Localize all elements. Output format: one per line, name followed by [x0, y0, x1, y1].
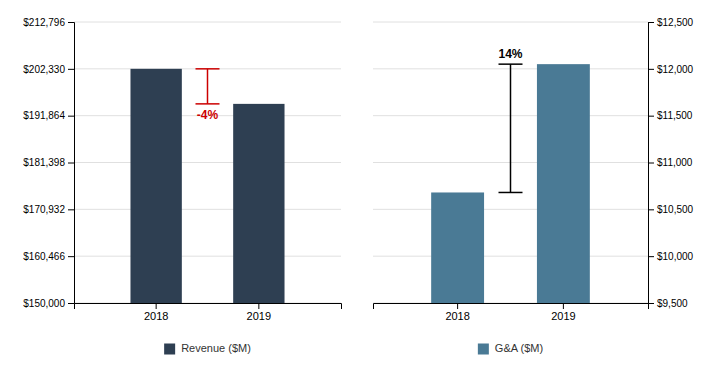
y-tick-label: $212,796: [23, 17, 65, 28]
tick-mark: [68, 303, 74, 304]
legend: Revenue ($M): [164, 342, 251, 355]
bar: [431, 192, 484, 303]
tick-mark: [68, 69, 74, 70]
bar: [130, 69, 181, 303]
tick-mark: [156, 303, 157, 309]
y-tick-label: $202,330: [23, 64, 65, 75]
y-tick-label: $150,000: [23, 298, 65, 309]
y-tick-label: $9,500: [657, 298, 688, 309]
y-tick-label: $10,000: [657, 251, 694, 262]
x-tick: 2019: [551, 303, 575, 322]
y-tick: $11,500: [648, 110, 693, 121]
y-tick: $202,330: [23, 64, 74, 75]
y-tick: $12,000: [648, 64, 694, 75]
y-tick: $170,932: [23, 204, 74, 215]
grid-line: [74, 68, 341, 69]
annotation-text: 14%: [498, 47, 522, 61]
bracket-serif: [499, 63, 523, 65]
grid-line: [74, 22, 341, 23]
x-tick: 2019: [247, 303, 271, 322]
y2-axis: $9,500 $10,000 $10,500 $11,000 $11,500 $12,00…: [648, 17, 694, 309]
tick-mark: [68, 22, 74, 23]
tick-mark: [648, 116, 654, 117]
legend-label: G&A ($M): [495, 342, 543, 354]
y-tick-label: $191,864: [23, 110, 65, 121]
panel: 2018 2019 $9,500 $10,000 $10,500 $11,000 $11,5…: [373, 17, 694, 375]
tick-mark: [68, 256, 74, 257]
tick-mark: [563, 303, 564, 309]
y-tick-label: $160,466: [23, 251, 65, 262]
annotation-text: -4%: [197, 108, 219, 122]
x-tick-label: 2019: [551, 310, 575, 322]
grid: [373, 22, 648, 303]
grid-line: [373, 256, 648, 257]
x-tick-label: 2019: [247, 310, 271, 322]
marks: [130, 69, 284, 303]
annotation: 14%: [498, 47, 522, 192]
y-tick-label: $181,398: [23, 157, 65, 168]
tick-mark: [258, 303, 259, 309]
grid-line: [74, 162, 341, 163]
y-tick: $150,000: [23, 298, 74, 309]
y-tick-label: $11,500: [657, 110, 693, 121]
x-tick-label: 2018: [144, 310, 168, 322]
panel: 2018 2019 $150,000 $160,466 $170,932 $181,398…: [23, 17, 341, 375]
y-tick: $181,398: [23, 157, 74, 168]
x-tick: 2018: [144, 303, 168, 322]
x-tick-label: 2018: [445, 310, 469, 322]
marks: [431, 64, 590, 303]
tick-mark: [648, 303, 654, 304]
legend-swatch: [478, 344, 489, 355]
legend: G&A ($M): [478, 342, 543, 355]
axis-line: [68, 23, 75, 304]
y-tick: $11,000: [648, 157, 693, 168]
y-axis: $150,000 $160,466 $170,932 $181,398 $191,864…: [23, 17, 74, 309]
tick-mark: [648, 69, 654, 70]
bracket-line: [510, 64, 512, 192]
tick-mark: [68, 116, 74, 117]
axis-line: [649, 23, 655, 304]
y-tick-label: $11,000: [657, 157, 693, 168]
grid-line: [373, 209, 648, 210]
tick-mark: [648, 209, 654, 210]
tick-mark: [68, 163, 74, 164]
y-tick: $10,000: [648, 251, 694, 262]
grid-line: [74, 256, 341, 257]
tick-mark: [648, 256, 654, 257]
y-tick-label: $170,932: [23, 204, 65, 215]
x-axis: 2018 2019: [75, 303, 342, 322]
legend-swatch: [164, 344, 175, 355]
y-tick: $191,864: [23, 110, 74, 121]
grid-line: [373, 22, 648, 23]
tick-mark: [68, 209, 74, 210]
tick-mark: [648, 163, 654, 164]
y-tick: $160,466: [23, 251, 74, 262]
y-tick-label: $12,500: [657, 17, 694, 28]
bar: [537, 64, 590, 303]
annotation: -4%: [196, 69, 220, 122]
bracket-serif: [499, 192, 523, 194]
x-axis: 2018 2019: [374, 303, 649, 322]
axis-line: [374, 304, 649, 310]
y-tick: $10,500: [648, 204, 694, 215]
bracket-line: [207, 69, 209, 104]
x-tick: 2018: [445, 303, 469, 322]
tick-mark: [457, 303, 458, 309]
y-tick-label: $12,000: [657, 64, 694, 75]
y-tick: $12,500: [648, 17, 694, 28]
y-tick: $212,796: [23, 17, 74, 28]
bar: [233, 104, 284, 303]
legend-label: Revenue ($M): [181, 342, 251, 354]
grid-line: [74, 209, 341, 210]
y-tick-label: $10,500: [657, 204, 694, 215]
y-tick: $9,500: [648, 298, 688, 309]
axis-line: [75, 304, 342, 310]
grid: [74, 22, 341, 303]
bracket-serif: [196, 68, 220, 70]
tick-mark: [648, 22, 654, 23]
bracket-serif: [196, 103, 220, 105]
chart-svg: 2018 2019 $150,000 $160,466 $170,932 $181,398…: [0, 0, 714, 375]
